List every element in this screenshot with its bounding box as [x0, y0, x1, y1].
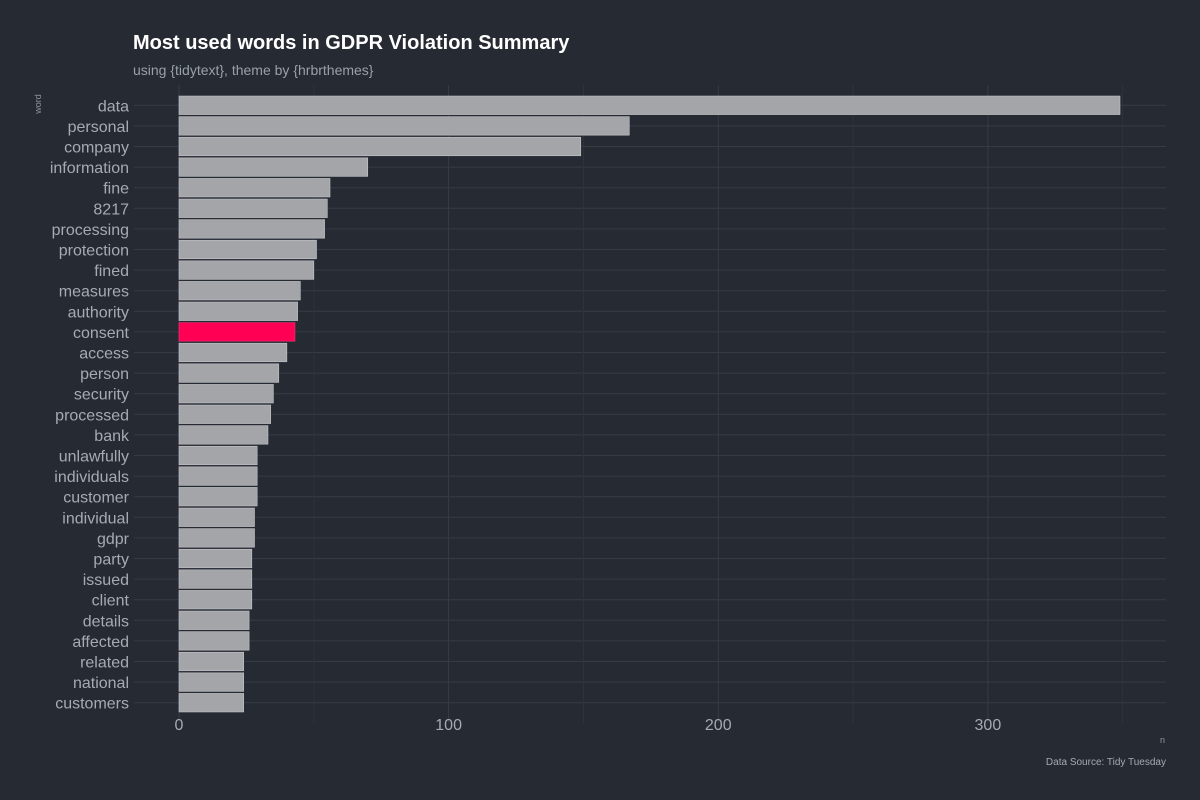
bar	[178, 528, 255, 548]
y-tick-label: person	[80, 366, 129, 383]
y-tick-label: protection	[59, 243, 129, 260]
bar	[178, 425, 269, 445]
y-tick-label: data	[98, 98, 129, 115]
bar	[178, 322, 296, 342]
bar	[178, 672, 245, 692]
y-tick-label: affected	[72, 634, 129, 651]
y-tick-label: customers	[55, 696, 129, 713]
bars	[178, 95, 1121, 713]
bar	[178, 631, 250, 651]
bar	[178, 445, 258, 466]
y-tick-label: measures	[59, 284, 129, 301]
bar	[178, 590, 253, 610]
bar	[178, 610, 250, 630]
x-tick-label: 100	[435, 717, 462, 734]
bar	[178, 198, 328, 218]
y-tick-label: authority	[68, 304, 129, 321]
bar	[178, 281, 301, 301]
bar	[178, 301, 298, 321]
bar	[178, 260, 315, 280]
y-tick-label: company	[64, 140, 129, 157]
chart-title: Most used words in GDPR Violation Summar…	[133, 32, 570, 54]
bar	[178, 466, 258, 486]
y-tick-label: consent	[73, 325, 130, 342]
bar	[178, 136, 582, 157]
x-tick-labels: 0 100 200 300	[175, 717, 1002, 734]
y-tick-label: fined	[94, 263, 129, 280]
bar	[178, 487, 258, 507]
bar	[178, 404, 271, 424]
y-tick-label: national	[73, 675, 129, 692]
bar	[178, 116, 630, 136]
bar	[178, 548, 253, 569]
y-tick-label: bank	[94, 428, 130, 445]
y-tick-label: details	[83, 613, 129, 630]
y-tick-label: party	[93, 552, 129, 569]
y-tick-label: issued	[83, 572, 129, 589]
y-tick-label: access	[79, 346, 129, 363]
bar	[178, 95, 1121, 115]
y-tick-label: gdpr	[97, 531, 130, 548]
y-tick-label: security	[74, 387, 129, 404]
bar	[178, 363, 280, 383]
y-tick-label: processing	[52, 222, 129, 239]
y-tick-label: information	[50, 160, 129, 177]
bar	[178, 384, 274, 404]
bar	[178, 157, 369, 177]
bar	[178, 693, 245, 713]
y-tick-label: fine	[103, 181, 129, 198]
chart-subtitle: using {tidytext}, theme by {hrbrthemes}	[133, 62, 374, 78]
bar	[178, 569, 253, 589]
bar	[178, 239, 317, 260]
y-tick-label: individuals	[54, 469, 129, 486]
x-axis-title: n	[1160, 735, 1165, 745]
bar	[178, 507, 255, 527]
y-tick-label: individual	[62, 510, 129, 527]
x-tick-label: 0	[175, 717, 184, 734]
y-tick-label: customer	[63, 490, 129, 507]
bar	[178, 219, 325, 239]
y-tick-label: related	[80, 655, 129, 672]
x-tick-label: 200	[705, 717, 732, 734]
chart-caption: Data Source: Tidy Tuesday	[1046, 757, 1166, 768]
bar	[178, 342, 288, 363]
y-tick-label: unlawfully	[59, 449, 129, 466]
y-tick-label: 8217	[93, 201, 129, 218]
bar	[178, 651, 245, 672]
bar	[178, 178, 331, 198]
y-tick-labels: data personal company information fine 8217 pr…	[50, 98, 130, 712]
y-tick-label: personal	[68, 119, 129, 136]
y-tick-label: client	[92, 593, 130, 610]
x-tick-label: 300	[975, 717, 1002, 734]
y-tick-label: processed	[55, 407, 129, 424]
y-axis-title: word	[33, 94, 43, 115]
